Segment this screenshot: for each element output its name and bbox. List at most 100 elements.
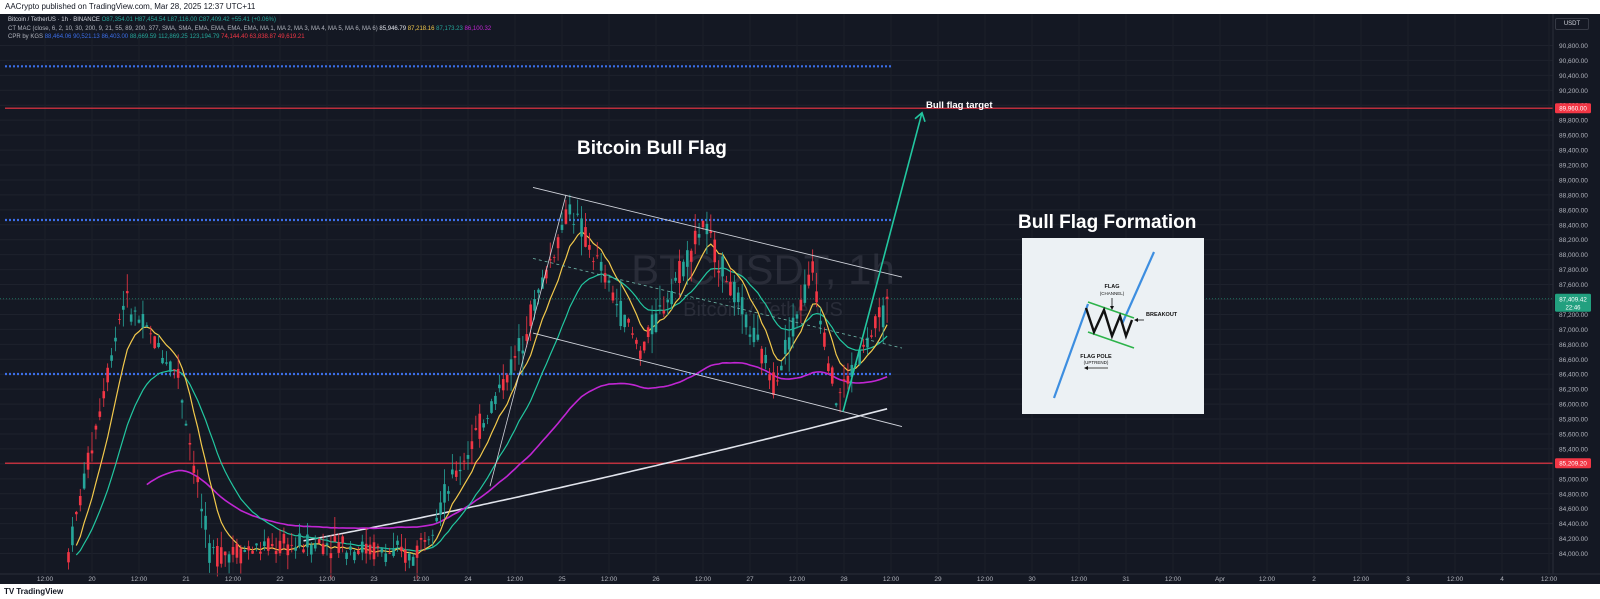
diagram-zigzag (1084, 306, 1134, 340)
candle-body (717, 270, 720, 273)
legend-ma-v4: 86,100.32 (464, 25, 492, 32)
y-tick-label: 89,400.00 (1559, 148, 1588, 155)
chart-pane[interactable]: BTCUSDT, 1h Bitcoin / TetherUS 84,000.00… (0, 14, 1600, 584)
candle-body (768, 374, 771, 381)
candle-body (216, 545, 219, 567)
candle-body (400, 546, 403, 552)
candle-body (619, 300, 623, 327)
x-tick-label: 12:00 (1165, 576, 1182, 583)
candle-body (846, 375, 850, 384)
candle-body (721, 256, 724, 277)
candle-body (364, 543, 368, 554)
x-tick-label: 12:00 (413, 576, 430, 583)
candle-body (631, 333, 634, 335)
candle-body (345, 552, 348, 559)
candle-body (482, 423, 485, 428)
candle-body (313, 543, 317, 549)
candle-body (760, 348, 764, 364)
candle-body (811, 261, 814, 273)
candle-body (639, 350, 642, 359)
price-chart[interactable]: BTCUSDT, 1h Bitcoin / TetherUS 84,000.00… (0, 14, 1600, 584)
candle-body (274, 550, 278, 555)
flag-lower-trendline (532, 332, 903, 427)
y-tick-label: 84,200.00 (1559, 536, 1588, 543)
candle-body (329, 553, 333, 559)
candle-body (184, 423, 188, 426)
diagram-breakout-arrowhead (1134, 318, 1138, 322)
candle-body (823, 332, 826, 347)
candle-body (623, 314, 626, 328)
candle-body (239, 548, 243, 564)
footer-bar: TV TradingView (0, 584, 1600, 599)
candle-body (454, 470, 458, 477)
candle-body (552, 257, 556, 258)
candle-body (129, 314, 133, 322)
x-tick-label: 27 (746, 576, 754, 583)
candle-body (380, 547, 384, 553)
candle-body (783, 339, 787, 355)
candle-body (748, 334, 752, 337)
candle-body (545, 269, 548, 279)
candle-body (780, 365, 783, 371)
legend-cpr-v9: 49,619.21 (277, 34, 305, 40)
legend-cpr-line[interactable]: CPR by KGS 88,464.06 90,521.13 86,403.00… (8, 33, 491, 42)
candle-body (842, 379, 846, 381)
x-tick-label: 29 (934, 576, 942, 583)
candle-body (286, 544, 290, 556)
candle-body (642, 341, 646, 351)
candle-body (674, 277, 677, 281)
legend-ma-line[interactable]: CT MAC (close, 6, 2, 10, 30, 200, 9, 21,… (8, 25, 491, 34)
candle-body (200, 508, 203, 512)
x-tick-label: 12:00 (225, 576, 242, 583)
candle-body (165, 362, 168, 364)
candle-body (803, 284, 807, 303)
candle-body (458, 469, 462, 472)
candle-body (392, 548, 395, 556)
candle-body (592, 261, 595, 263)
candle-body (564, 209, 568, 224)
candle-body (588, 244, 591, 250)
x-tick-label: 12:00 (131, 576, 148, 583)
publish-header: AACrypto published on TradingView.com, M… (0, 0, 1600, 14)
diagram-channel-label: (CHANNEL) (1100, 291, 1125, 296)
candle-body (106, 367, 109, 383)
candle-body (255, 543, 258, 546)
chart-legend[interactable]: Bitcoin / TetherUS · 1h · BINANCE O87,35… (8, 16, 491, 42)
tradingview-logo[interactable]: TV TradingView (4, 587, 63, 596)
y-tick-label: 85,600.00 (1559, 431, 1588, 438)
moving-averages (75, 230, 888, 556)
x-tick-label: 21 (182, 576, 190, 583)
candle-body (125, 291, 129, 294)
candle-body (701, 220, 705, 228)
candle-body (693, 230, 697, 245)
x-tick-label: 12:00 (507, 576, 524, 583)
target-label: Bull flag target (926, 100, 993, 111)
candle-body (243, 549, 247, 552)
y-tick-label: 90,200.00 (1559, 88, 1588, 95)
candle-body (302, 549, 305, 553)
candle-body (435, 517, 438, 522)
legend-symbol-line[interactable]: Bitcoin / TetherUS · 1h · BINANCE O87,35… (8, 16, 491, 25)
candle-body (82, 473, 86, 489)
candle-body (576, 213, 579, 215)
candle-body (447, 491, 450, 494)
y-tick-label: 89,800.00 (1559, 118, 1588, 125)
legend-low: L87,116.00 (167, 17, 197, 23)
legend-symbol: Bitcoin / TetherUS · 1h · BINANCE (8, 17, 100, 23)
candle-body (149, 333, 153, 335)
candle-body (411, 556, 415, 566)
candle-body (94, 425, 98, 430)
legend-high: H87,454.54 (134, 17, 166, 23)
current-price-tag: 87,409.42 (1559, 296, 1587, 303)
candle-body (560, 224, 564, 230)
diagram-channel-upper (1087, 301, 1135, 319)
candle-body (682, 261, 685, 277)
candle-body (678, 261, 681, 284)
x-tick-label: 23 (370, 576, 378, 583)
x-tick-label: 12:00 (319, 576, 336, 583)
currency-selector[interactable]: USDT (1555, 18, 1589, 30)
x-tick-label: 26 (652, 576, 660, 583)
candle-body (384, 553, 388, 562)
x-tick-label: 22 (276, 576, 284, 583)
ma-slow-line (146, 361, 888, 530)
